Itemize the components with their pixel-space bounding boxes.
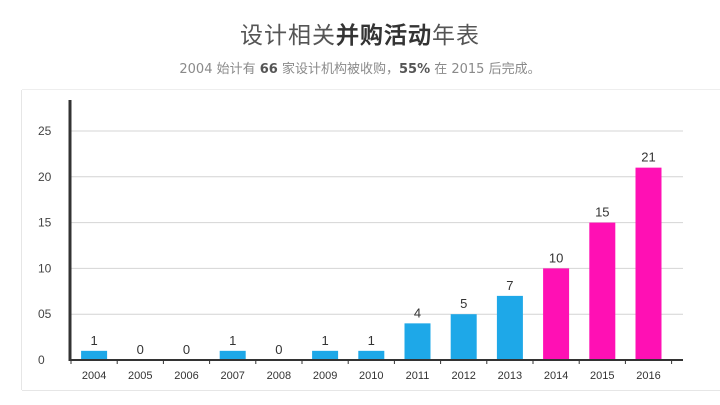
bar (450, 314, 477, 360)
bar (589, 222, 616, 360)
bar (219, 350, 246, 360)
data-label: 0 (137, 342, 144, 357)
x-tick-label: 2008 (267, 370, 291, 382)
gridlines (70, 130, 683, 315)
subtitle-part3: 在 2015 后完成。 (430, 62, 541, 77)
bar (404, 323, 431, 360)
subtitle-part2: 家设计机构被收购， (277, 62, 399, 77)
y-tick-label: 25 (38, 124, 52, 138)
subtitle-count: 66 (259, 62, 278, 77)
data-label: 1 (90, 333, 97, 348)
x-tick-label: 2009 (313, 370, 337, 382)
x-tick-label: 2004 (82, 370, 106, 382)
y-tick-label: 05 (38, 307, 52, 321)
x-tick-label: 2011 (406, 370, 430, 382)
subtitle-part1: 2004 始计有 (179, 62, 260, 77)
chart-subtitle: 2004 始计有 66 家设计机构被收购，55% 在 2015 后完成。 (0, 58, 720, 77)
y-tick-label: 15 (38, 216, 52, 230)
data-label: 1 (321, 333, 328, 348)
title-bold: 并购活动 (336, 23, 432, 49)
data-label: 10 (549, 250, 563, 265)
x-axis-ticks: 2004 2005 2006 2007 2008 2009 2010 2011 2012 2013… (82, 370, 661, 382)
bars (81, 167, 662, 360)
bar (81, 350, 108, 360)
y-tick-label: 0 (38, 353, 45, 367)
y-tick-label: 20 (38, 170, 52, 184)
bar (635, 167, 662, 360)
x-tick-label: 2016 (636, 370, 660, 382)
subtitle-percent: 55% (398, 62, 431, 77)
bar (358, 350, 385, 360)
data-label: 15 (595, 205, 609, 220)
data-label: 5 (460, 296, 467, 311)
x-tick-label: 2015 (590, 370, 614, 382)
bar (496, 295, 523, 360)
data-label: 4 (414, 305, 421, 320)
x-tick-label: 2012 (451, 370, 475, 382)
data-label: 21 (641, 150, 655, 165)
y-tick-label: 10 (38, 261, 52, 275)
title-part2: 年表 (432, 23, 480, 49)
data-label: 1 (229, 333, 236, 348)
x-tick-label: 2006 (174, 370, 198, 382)
x-tick-label: 2007 (220, 370, 244, 382)
data-label: 0 (275, 342, 282, 357)
title-part1: 设计相关 (240, 23, 336, 49)
y-axis-ticks: 0 05 10 15 20 25 (38, 124, 52, 367)
x-tick-label: 2013 (498, 370, 522, 382)
bar (543, 268, 570, 360)
x-tick-label: 2014 (544, 370, 568, 382)
chart-title: 设计相关并购活动年表 (0, 16, 720, 50)
x-tick-label: 2010 (359, 370, 383, 382)
data-label: 0 (183, 342, 190, 357)
x-tick-label: 2005 (128, 370, 152, 382)
axes (68, 100, 683, 364)
data-label: 7 (506, 278, 513, 293)
bar (312, 350, 339, 360)
data-label: 1 (368, 333, 375, 348)
